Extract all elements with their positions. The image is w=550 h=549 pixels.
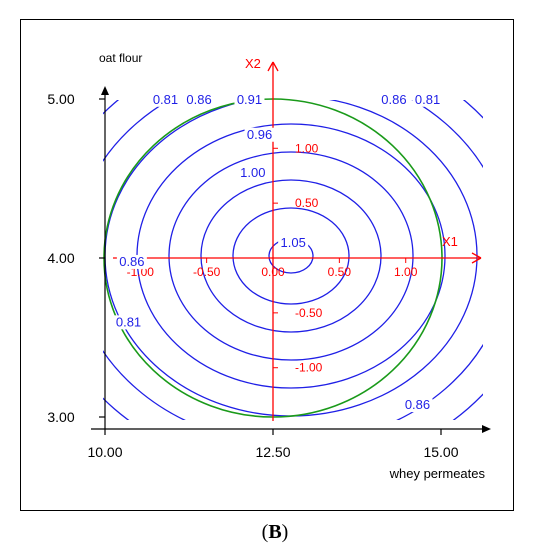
- contour-label: 0.81: [116, 314, 141, 329]
- contour-label-bg: [234, 92, 265, 107]
- coded-y-tick-label: -1.00: [295, 361, 323, 375]
- contour-line: [232, 207, 350, 305]
- x2-axis-name: X2: [245, 56, 261, 71]
- figure-frame: X1 X2 -1.00 -0.50 0.00 0.50 1.00 -1.00 -0.50 0.50…: [20, 19, 514, 511]
- contour-label: 0.86: [381, 92, 406, 107]
- contour-label-bg: [184, 92, 215, 107]
- x-tick-label: 15.00: [423, 444, 458, 460]
- contour-labels-layer: 0.81 0.86 0.91 0.86 0.81 0.96 1.00 1.05 0.86 0.81…: [113, 92, 443, 413]
- y-tick-label: 4.00: [47, 250, 74, 266]
- contour-line: [136, 123, 446, 389]
- contour-label-bg: [237, 165, 268, 180]
- coded-x-tick-label: 0.00: [261, 265, 285, 279]
- contour-label-bg: [113, 315, 144, 330]
- contour-label: 1.00: [240, 165, 265, 180]
- contour-line: [168, 151, 414, 361]
- caption-letter: B: [268, 521, 282, 543]
- contour-label-bg: [244, 127, 275, 142]
- y-axis-title: oat flour: [99, 51, 142, 65]
- contour-label: 0.81: [153, 92, 178, 107]
- coded-x-tick-label: 0.50: [328, 265, 352, 279]
- contour-label-bg: [116, 254, 147, 269]
- x-tick-label: 10.00: [87, 444, 122, 460]
- contour-label-bg: [402, 398, 433, 413]
- y-tick-label: 5.00: [47, 91, 74, 107]
- y-tick-label: 3.00: [47, 409, 74, 425]
- x-tick-label: 12.50: [255, 444, 290, 460]
- x1-axis-name: X1: [442, 234, 458, 249]
- coded-y-tick-label: 1.00: [295, 141, 319, 155]
- contour-label-bg: [412, 92, 443, 107]
- x2-axis-arrow: [267, 61, 279, 72]
- contour-label: 0.86: [405, 397, 430, 412]
- contour-label: 1.05: [281, 235, 306, 250]
- caption-open: (: [261, 521, 269, 543]
- contour-label: 0.86: [119, 254, 144, 269]
- contour-label-bg: [150, 92, 181, 107]
- contour-label: 0.96: [247, 127, 272, 142]
- axes-layer: 10.00 12.50 15.00 3.00 4.00 5.00 oat flour whey…: [47, 51, 491, 481]
- x1-axis-arrow: [471, 252, 482, 264]
- coded-x-tick-label: -0.50: [193, 265, 221, 279]
- contour-line: [104, 100, 478, 417]
- y-axis-arrow: [101, 86, 109, 95]
- contour-label: 0.81: [415, 92, 440, 107]
- x-axis-arrow: [482, 425, 491, 433]
- figure-caption: (B): [0, 521, 550, 544]
- coded-y-tick-label: -0.50: [295, 306, 323, 320]
- contour-label-bg: [278, 235, 309, 250]
- contour-label-bg: [378, 92, 409, 107]
- caption-close: ): [281, 521, 289, 543]
- contour-label: 0.91: [237, 92, 262, 107]
- coded-x-tick-label: 1.00: [394, 265, 418, 279]
- x-axis-title: whey permeates: [389, 466, 486, 481]
- contour-label: 0.86: [186, 92, 211, 107]
- coded-y-tick-label: 0.50: [295, 196, 319, 210]
- contour-line: [200, 179, 382, 333]
